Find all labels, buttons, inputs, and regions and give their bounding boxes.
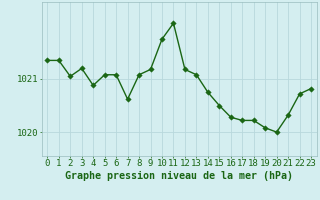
X-axis label: Graphe pression niveau de la mer (hPa): Graphe pression niveau de la mer (hPa) bbox=[65, 171, 293, 181]
